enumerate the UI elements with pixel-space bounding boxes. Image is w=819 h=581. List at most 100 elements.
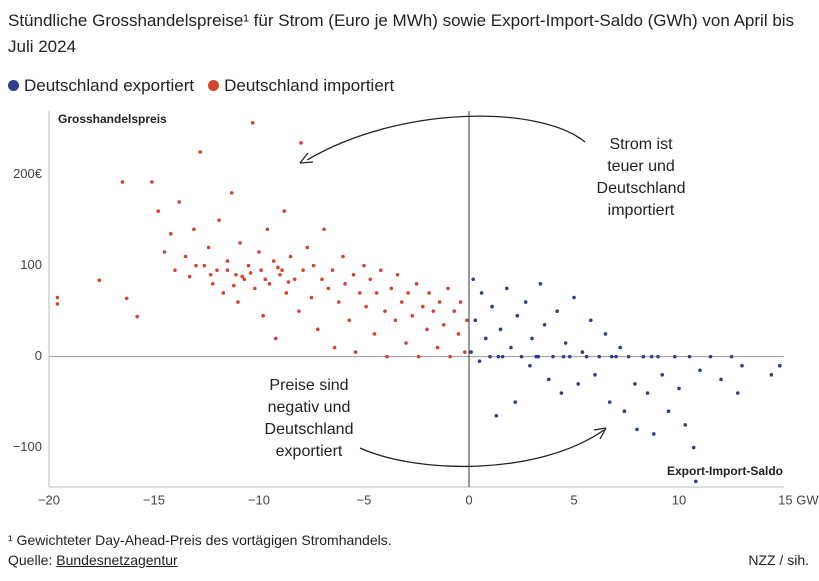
point bbox=[299, 141, 303, 145]
point bbox=[740, 363, 744, 368]
point bbox=[698, 368, 702, 373]
point bbox=[614, 354, 618, 359]
point bbox=[206, 245, 211, 250]
point bbox=[221, 291, 226, 295]
point bbox=[343, 282, 347, 286]
point bbox=[297, 309, 301, 313]
legend-marker bbox=[208, 80, 220, 91]
point bbox=[498, 327, 503, 332]
point bbox=[677, 386, 681, 391]
point bbox=[683, 423, 688, 427]
point bbox=[263, 277, 268, 282]
point bbox=[194, 263, 198, 268]
point bbox=[271, 259, 276, 263]
point bbox=[456, 332, 461, 336]
annotation: Strom ist bbox=[609, 136, 673, 153]
x-tick-label: −5 bbox=[357, 492, 372, 507]
point bbox=[292, 277, 297, 282]
point bbox=[410, 313, 415, 318]
annotation: Deutschland bbox=[597, 180, 686, 197]
point bbox=[311, 263, 316, 268]
y-axis-label: Grosshandelspreis bbox=[58, 112, 167, 126]
point bbox=[353, 350, 358, 354]
point bbox=[261, 313, 266, 318]
point bbox=[519, 354, 524, 359]
point bbox=[202, 263, 207, 268]
point bbox=[395, 272, 400, 277]
series bbox=[469, 277, 782, 484]
point bbox=[280, 268, 284, 273]
chart-title: Stündliche Grosshandelspreise¹ für Strom… bbox=[8, 11, 795, 56]
legend-marker bbox=[8, 80, 19, 91]
point bbox=[649, 354, 654, 359]
point bbox=[547, 377, 551, 382]
source: Quelle: Bundesnetzagentur bbox=[8, 552, 178, 568]
point bbox=[652, 432, 656, 436]
point bbox=[368, 277, 373, 282]
point bbox=[536, 354, 541, 359]
point bbox=[607, 400, 612, 404]
point bbox=[278, 272, 282, 277]
point bbox=[673, 354, 677, 359]
point bbox=[385, 354, 389, 359]
point bbox=[559, 391, 564, 395]
point bbox=[177, 200, 181, 204]
point bbox=[622, 409, 627, 414]
point bbox=[729, 354, 734, 359]
point bbox=[528, 363, 532, 368]
point bbox=[406, 291, 410, 295]
point bbox=[572, 295, 576, 300]
point bbox=[259, 268, 263, 273]
point bbox=[257, 250, 261, 254]
point bbox=[389, 286, 394, 291]
point bbox=[435, 345, 440, 350]
point bbox=[452, 309, 457, 313]
point bbox=[374, 291, 379, 295]
point bbox=[238, 241, 242, 245]
point bbox=[236, 300, 240, 304]
point bbox=[427, 291, 431, 295]
point bbox=[484, 336, 488, 341]
point bbox=[322, 227, 326, 232]
x-tick-label: −15 bbox=[143, 492, 165, 507]
point bbox=[465, 318, 469, 323]
point bbox=[211, 282, 215, 286]
point bbox=[633, 382, 637, 386]
source-link[interactable]: Bundesnetzagentur bbox=[56, 552, 178, 568]
legend: Deutschland exportiert Deutschland import… bbox=[8, 76, 394, 96]
point bbox=[448, 354, 452, 359]
point bbox=[156, 209, 160, 213]
point bbox=[509, 345, 513, 350]
point bbox=[400, 300, 404, 304]
point bbox=[421, 304, 425, 309]
point bbox=[362, 263, 366, 268]
point bbox=[192, 227, 196, 232]
point bbox=[316, 327, 320, 332]
point bbox=[364, 304, 368, 309]
point bbox=[267, 282, 272, 286]
point bbox=[442, 322, 446, 327]
series bbox=[55, 121, 469, 359]
point bbox=[225, 268, 230, 273]
legend-label: Deutschland importiert bbox=[224, 76, 395, 95]
point bbox=[173, 268, 177, 273]
credit: NZZ / sih. bbox=[748, 552, 809, 568]
point bbox=[217, 218, 221, 222]
legend-item: Deutschland importiert bbox=[208, 76, 394, 96]
point bbox=[234, 272, 238, 277]
point bbox=[538, 282, 543, 286]
y-tick-label: −100 bbox=[13, 439, 42, 454]
point bbox=[494, 413, 499, 418]
point bbox=[248, 271, 253, 275]
point bbox=[694, 479, 698, 484]
point bbox=[563, 341, 568, 345]
y-tick-label: 200€ bbox=[13, 166, 43, 181]
point bbox=[471, 277, 476, 282]
point bbox=[414, 282, 419, 286]
legend-label: Deutschland exportiert bbox=[24, 76, 195, 95]
x-tick-label: −10 bbox=[248, 492, 270, 507]
point bbox=[530, 336, 534, 341]
point bbox=[425, 327, 429, 332]
